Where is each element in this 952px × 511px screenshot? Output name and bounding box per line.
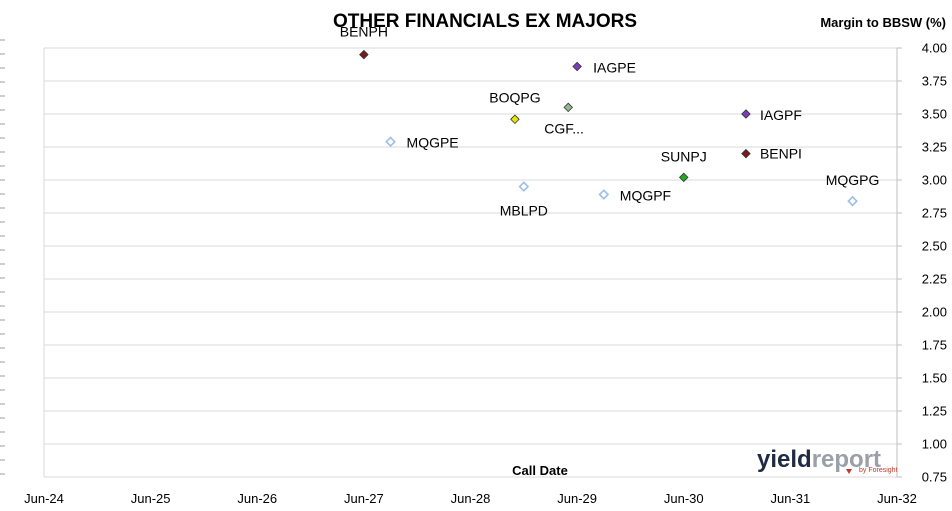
y-tick-label: 3.50: [922, 107, 947, 122]
y-tick-label: 2.00: [922, 305, 947, 320]
y-tick-label: 4.00: [922, 41, 947, 56]
point-label: IAGPE: [593, 59, 636, 75]
y-tick-label: 1.25: [922, 404, 947, 419]
point-label: BENPH: [340, 24, 388, 40]
point-label: MQGPE: [407, 135, 459, 151]
point-cgf-marker: [563, 102, 574, 113]
x-tick-label: Jun-28: [451, 491, 491, 506]
point-mqgpf-marker: [598, 189, 610, 200]
x-tick-label: Jun-26: [237, 491, 277, 506]
chart-title: OTHER FINANCIALS EX MAJORS: [333, 11, 637, 32]
y-tick-label: 1.50: [922, 371, 947, 386]
point-iagpf-marker: [741, 109, 751, 119]
x-tick-label: Jun-29: [557, 491, 597, 506]
point-label: BENPI: [760, 146, 802, 162]
y-tick-label: 0.75: [922, 470, 947, 485]
point-label: MQGPG: [826, 172, 880, 188]
point-mqgpg-marker: [847, 195, 858, 207]
point-sunpj-marker: [678, 172, 689, 183]
y-tick-label: 3.00: [922, 173, 947, 188]
point-label: IAGPF: [760, 107, 802, 123]
x-tick-label: Jun-25: [131, 491, 171, 506]
logo-accent-icon: [846, 469, 852, 474]
point-label: CGF...: [544, 120, 584, 136]
y-tick-label: 3.25: [922, 140, 947, 155]
y-tick-label: 1.00: [922, 437, 947, 452]
point-label: MBLPD: [500, 203, 548, 219]
y-tick-label: 2.75: [922, 206, 947, 221]
y-tick-label: 1.75: [922, 338, 947, 353]
y-axis-label: Margin to BBSW (%): [820, 15, 946, 30]
y-tick-label: 3.75: [922, 74, 947, 89]
point-iagpe-marker: [572, 61, 582, 72]
point-mqgpe-marker: [385, 136, 396, 148]
x-axis-label: Call Date: [512, 463, 568, 478]
x-tick-label: Jun-31: [771, 491, 811, 506]
point-label: SUNPJ: [661, 148, 707, 164]
logo-foresight: by Foresight: [859, 467, 898, 474]
point-label: BOQPG: [489, 89, 540, 105]
x-tick-label: Jun-32: [877, 491, 917, 506]
y-tick-label: 2.50: [922, 239, 947, 254]
logo-yield: yield: [757, 446, 812, 473]
x-tick-label: Jun-27: [344, 491, 384, 506]
logo-report: report: [812, 446, 881, 473]
point-benpi-marker: [741, 148, 751, 159]
point-label: MQGPF: [620, 188, 671, 204]
x-tick-label: Jun-30: [664, 491, 704, 506]
point-mblpd-marker: [518, 181, 530, 192]
yieldreport-logo: yieldreport by Foresight: [757, 446, 898, 474]
point-benph-marker: [359, 49, 369, 60]
x-tick-label: Jun-24: [24, 491, 64, 506]
point-boqpg-marker: [510, 114, 520, 125]
svg-text:yieldreport: yieldreport: [757, 446, 881, 473]
y-tick-label: 2.25: [922, 272, 947, 287]
